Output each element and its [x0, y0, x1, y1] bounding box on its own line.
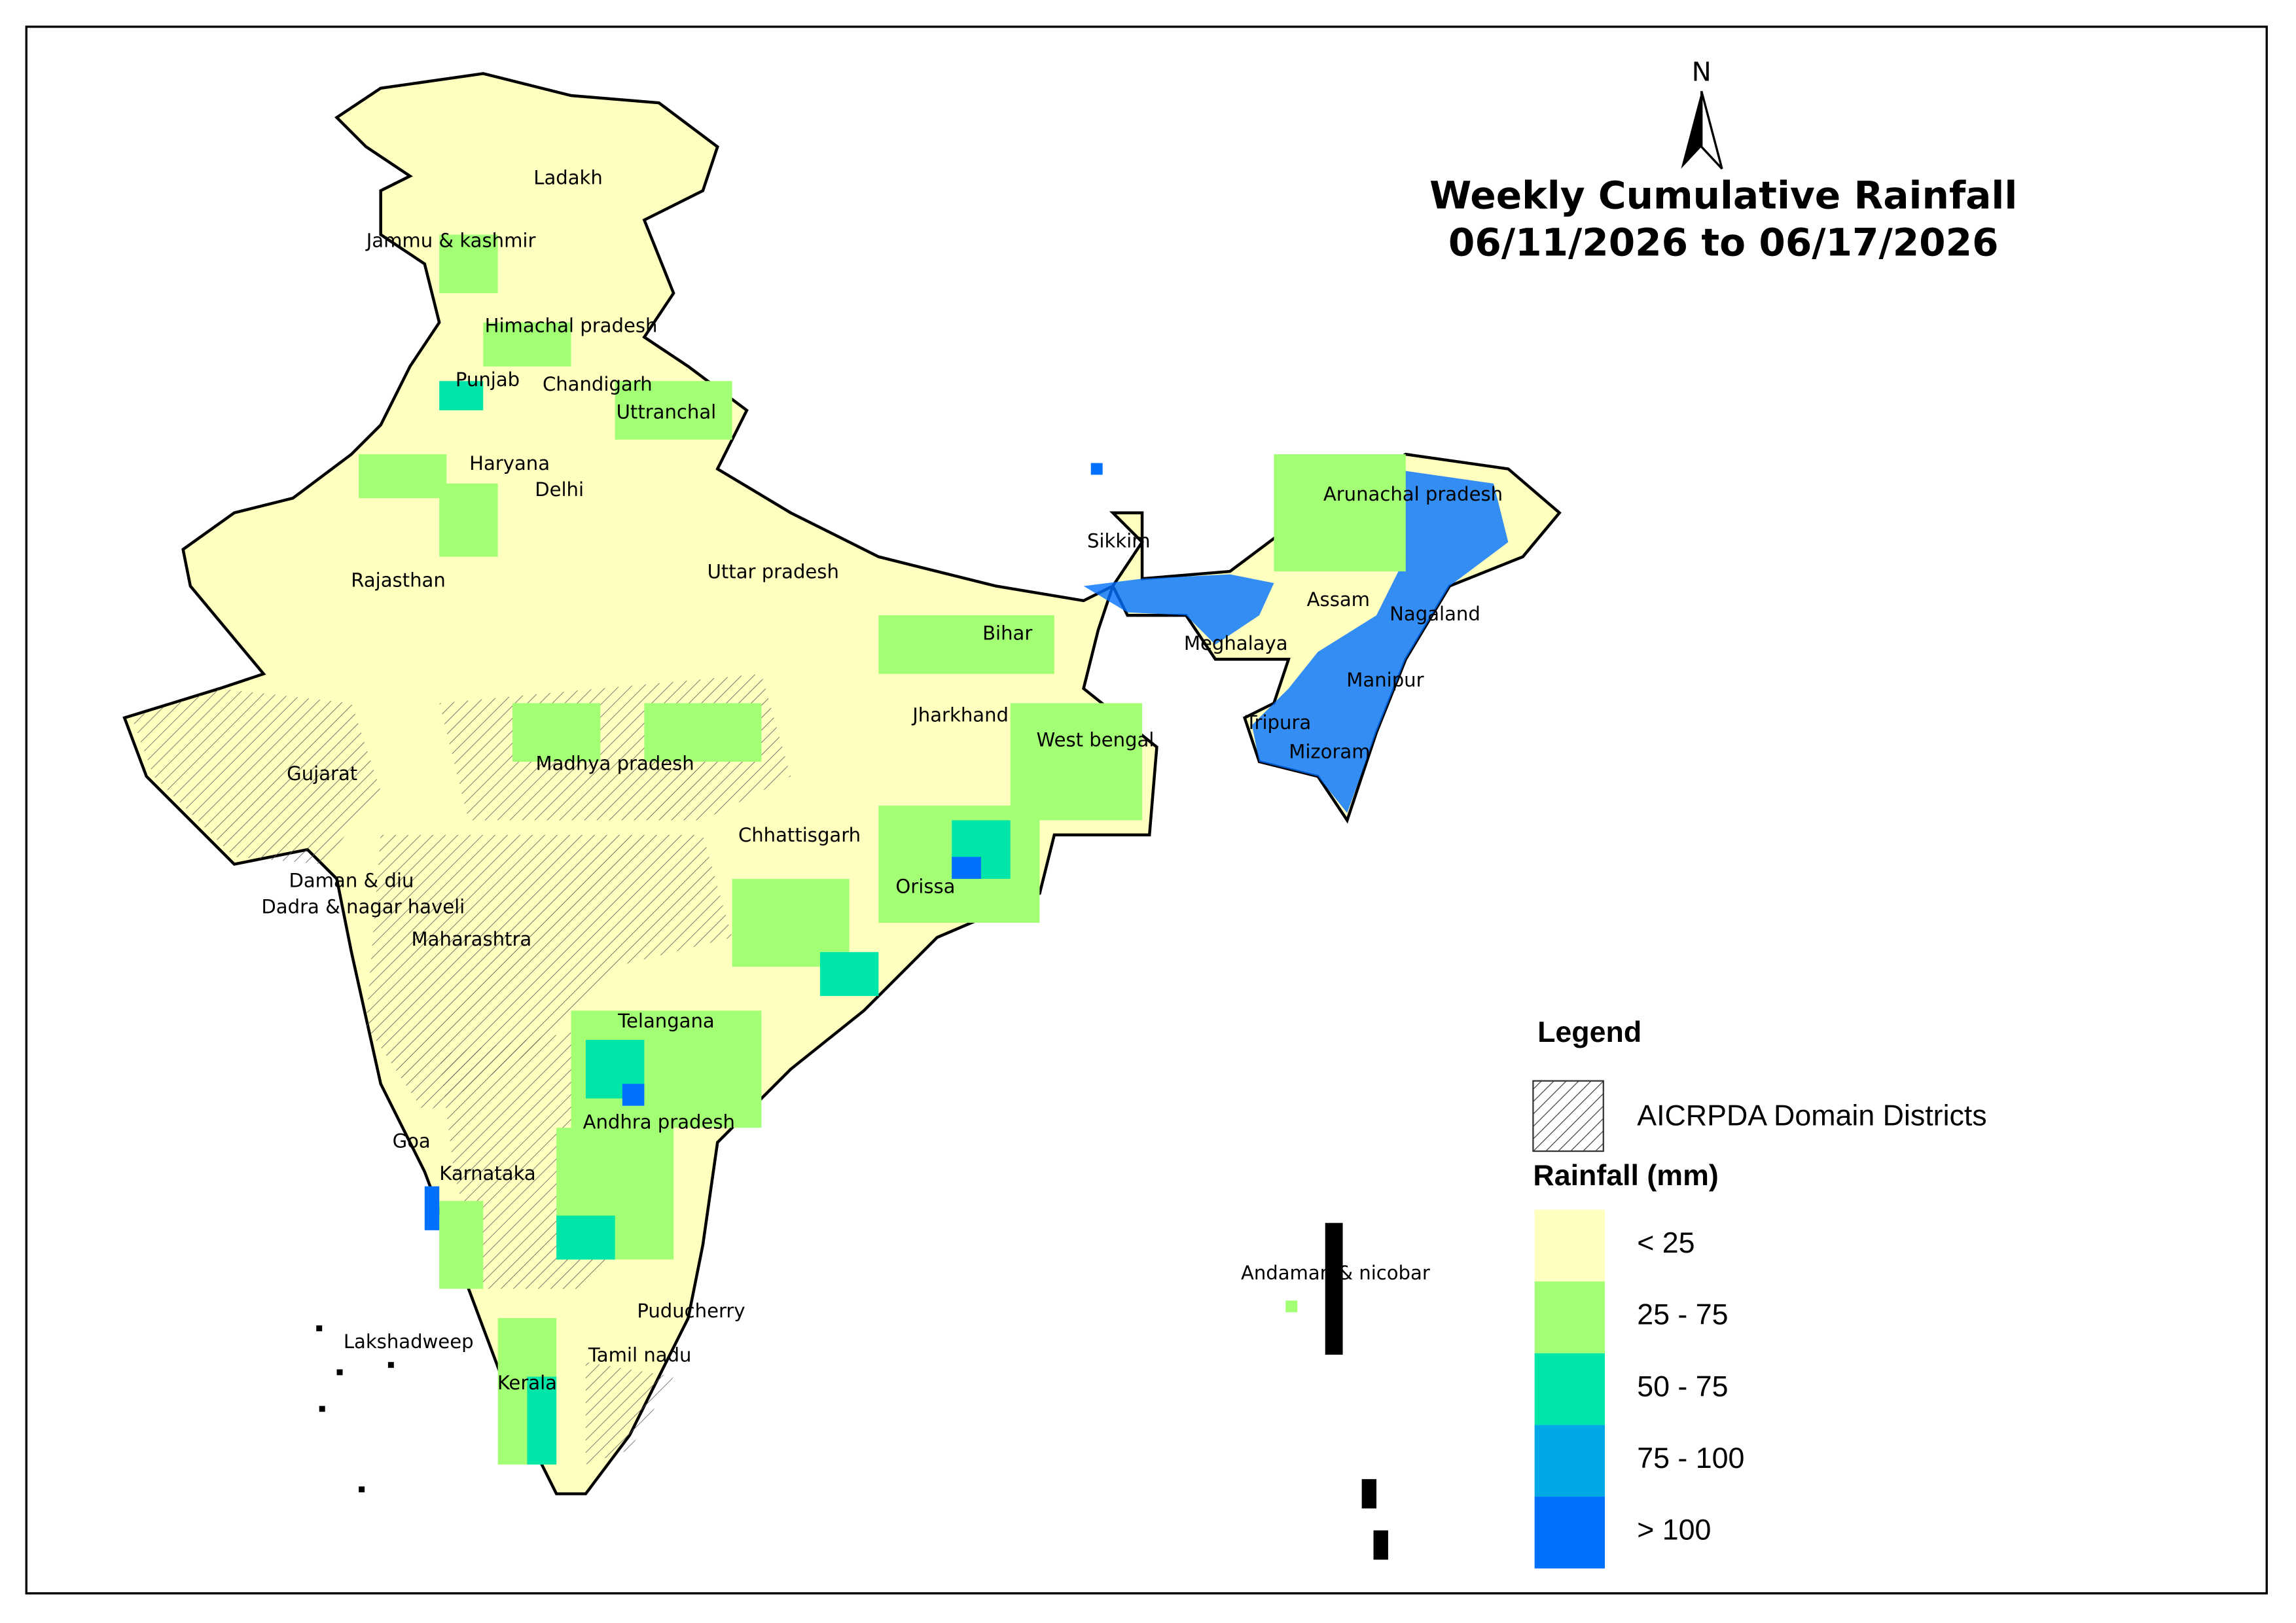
rain-patches	[359, 234, 1406, 1465]
state-label: Rajasthan	[351, 569, 446, 592]
legend-label: 25 - 75	[1637, 1298, 1728, 1331]
title: Weekly Cumulative Rainfall	[1429, 173, 2017, 218]
legend-swatch	[1534, 1353, 1605, 1425]
state-label: Daman & diu	[289, 869, 414, 891]
rain-patches	[424, 463, 1103, 1230]
state-label: Sikkim	[1087, 529, 1151, 552]
state-label: Madhya pradesh	[536, 752, 694, 774]
state-label: Jammu & kashmir	[365, 230, 536, 252]
legend-label: 75 - 100	[1637, 1442, 1744, 1474]
state-label: Karnataka	[439, 1162, 535, 1185]
india-map	[122, 72, 1562, 1560]
state-label: Orissa	[895, 875, 955, 897]
state-label: Bihar	[982, 622, 1032, 644]
rain-patch	[1251, 469, 1509, 813]
state-label: Haryana	[469, 452, 550, 474]
state-label: Meghalaya	[1184, 632, 1288, 654]
state-label: Gujarat	[287, 762, 357, 785]
legend-swatch	[1534, 1281, 1605, 1353]
state-label: Andhra pradesh	[583, 1111, 735, 1133]
state-label: Manipur	[1346, 669, 1424, 691]
state-label: Dadra & nagar haveli	[261, 896, 465, 918]
state-label: Puducherry	[637, 1300, 745, 1322]
state-label: Andaman & nicobar	[1241, 1262, 1430, 1284]
hatch-label: AICRPDA Domain Districts	[1637, 1099, 1986, 1132]
legend-swatch	[1534, 1209, 1605, 1282]
legend-swatch	[1534, 1497, 1605, 1569]
state-label: Chandigarh	[543, 373, 653, 395]
state-label: Mizoram	[1289, 741, 1370, 763]
state-label: Punjab	[456, 368, 520, 391]
state-label: Arunachal pradesh	[1323, 483, 1503, 505]
rain-patch	[1285, 1300, 1298, 1313]
north-label: N	[1692, 57, 1712, 87]
state-label: Ladakh	[533, 167, 603, 189]
legend-label: > 100	[1637, 1514, 1711, 1546]
state-label: Maharashtra	[412, 928, 532, 950]
state-label: West bengal	[1037, 729, 1155, 751]
legend-swatch	[1534, 1425, 1605, 1497]
legend: Legend AICRPDA Domain Districts Rainfall…	[1532, 1016, 1987, 1569]
state-label: Uttranchal	[617, 401, 717, 423]
frame	[25, 26, 2268, 1595]
state-label: Telangana	[617, 1010, 715, 1032]
islands	[316, 1222, 1388, 1560]
state-label: Tripura	[1245, 711, 1311, 734]
state-labels: Ladakh Jammu & kashmir Himachal pradesh Pun…	[261, 167, 1503, 1394]
legend-label: < 25	[1637, 1226, 1695, 1259]
state-label: Chhattisgarh	[738, 824, 861, 846]
state-label: Lakshadweep	[344, 1330, 474, 1353]
state-label: Himachal pradesh	[485, 314, 658, 336]
state-label: Uttar pradesh	[708, 560, 839, 582]
state-label: Goa	[393, 1130, 431, 1152]
north-arrow: N	[1681, 57, 1723, 169]
rainfall-title: Rainfall (mm)	[1533, 1159, 1718, 1192]
state-label: Assam	[1307, 588, 1370, 611]
subtitle: 06/11/2026 to 06/17/2026	[1448, 220, 1999, 264]
legend-title: Legend	[1537, 1016, 1641, 1048]
state-label: Delhi	[535, 478, 584, 501]
state-label: Kerala	[497, 1372, 557, 1394]
hatch-swatch	[1532, 1080, 1604, 1152]
legend-label: 50 - 75	[1637, 1370, 1728, 1402]
state-label: Jharkhand	[911, 704, 1009, 726]
state-label: Nagaland	[1390, 603, 1480, 625]
rain-patch	[1083, 574, 1274, 645]
state-label: Tamil nadu	[588, 1344, 692, 1366]
